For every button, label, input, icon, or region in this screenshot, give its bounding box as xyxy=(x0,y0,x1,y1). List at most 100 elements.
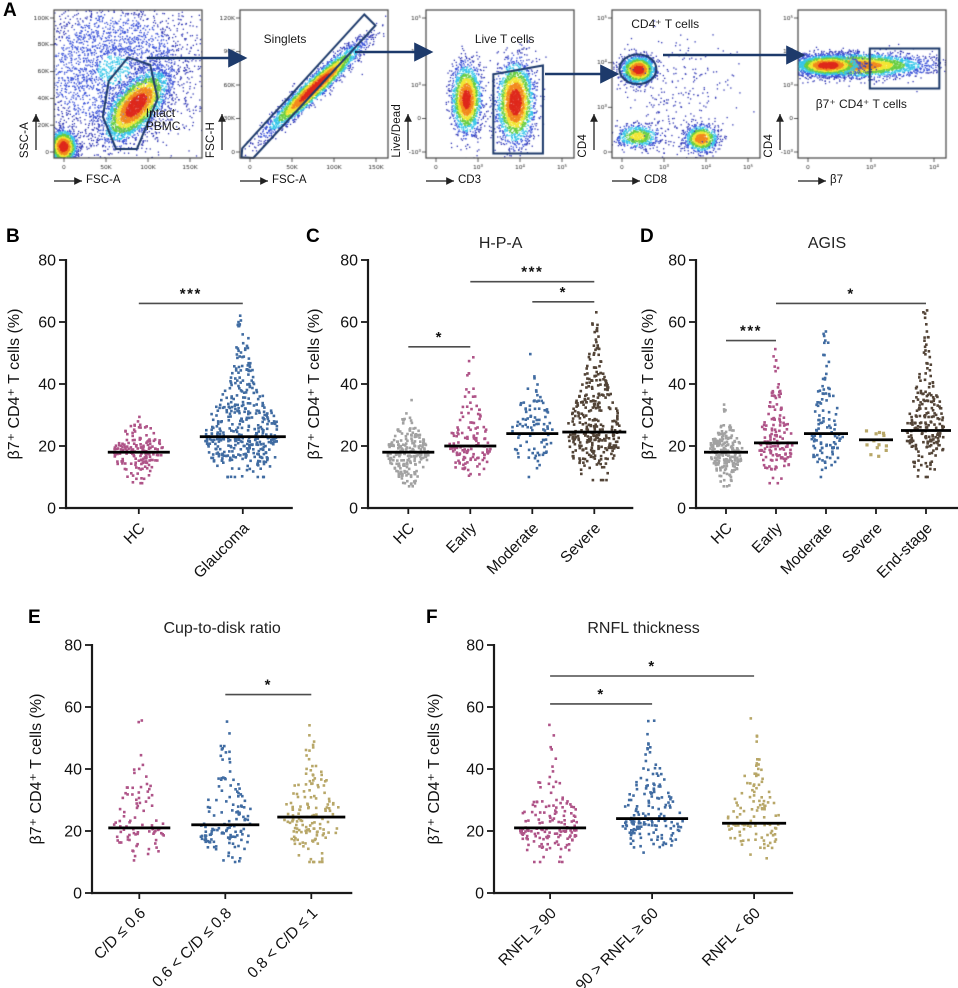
flow-y-axis-label: FSC-H xyxy=(205,121,217,158)
y-tick-label: 0 xyxy=(349,501,358,518)
flow-density-canvas-cd4-t-cells xyxy=(592,6,764,176)
group-label-1: HC xyxy=(708,520,736,548)
chart-title: AGIS xyxy=(808,235,846,252)
panel-e: E Cup-to-disk ratio β7⁺ CD4⁺ T cells (%) 0 2… xyxy=(24,605,364,988)
y-tick-label: 20 xyxy=(668,439,686,456)
y-tick-label: 80 xyxy=(340,253,358,270)
median-line-3 xyxy=(722,821,787,825)
group-label-2: Early xyxy=(443,520,480,557)
y-tick-label: 80 xyxy=(38,253,56,270)
chart-title: H-P-A xyxy=(479,235,523,252)
panel-f-label: F xyxy=(426,607,438,628)
significance-stars-2: * xyxy=(648,658,655,675)
median-line-2 xyxy=(754,441,798,445)
panel-d: D AGIS β7⁺ CD4⁺ T cells (%) 0 20 40 60 80 HC Earl… xyxy=(636,224,958,587)
group-label-1: HC xyxy=(390,520,418,548)
beeswarm-points-2 xyxy=(758,347,794,485)
flow-y-axis-label: Live/Dead xyxy=(391,104,403,158)
significance-stars-1: *** xyxy=(180,285,202,302)
beeswarm-chart-f: RNFL thickness β7⁺ CD4⁺ T cells (%) 0 20 40 6… xyxy=(426,620,794,988)
beeswarm-points-1 xyxy=(519,723,578,864)
beeswarm-points-1 xyxy=(112,719,165,862)
significance-stars-3: * xyxy=(560,284,567,301)
beeswarm-points-3 xyxy=(726,717,780,860)
beeswarm-points-2 xyxy=(199,720,252,864)
scatter-row-bottom: E Cup-to-disk ratio β7⁺ CD4⁺ T cells (%) 0 2… xyxy=(0,587,958,988)
y-tick-label: 60 xyxy=(668,315,686,332)
beeswarm-chart-b: β7⁺ CD4⁺ T cells (%) 0 20 40 60 80 HC Glaucoma *… xyxy=(6,253,293,582)
beeswarm-points-1 xyxy=(708,403,744,488)
y-tick-label: 0 xyxy=(475,886,484,903)
y-tick-label: 40 xyxy=(340,377,358,394)
group-label-2: Early xyxy=(749,520,786,557)
beeswarm-points-3 xyxy=(810,330,844,479)
gate-label-cd4-t-cells: CD4⁺ T cells xyxy=(631,16,700,31)
beeswarm-points-2 xyxy=(204,314,281,479)
median-line-5 xyxy=(901,429,951,432)
flow-density-canvas-singlets xyxy=(220,6,392,176)
group-label-1: C/D ≤ 0.6 xyxy=(91,905,149,963)
y-axis-title: β7⁺ CD4⁺ T cells (%) xyxy=(306,309,323,460)
group-label-4: Severe xyxy=(839,520,886,567)
y-tick-label: 60 xyxy=(38,315,56,332)
flow-density-canvas-b7-cd4-t-cells xyxy=(778,6,950,176)
beeswarm-points-1 xyxy=(386,398,431,488)
y-axis-title: β7⁺ CD4⁺ T cells (%) xyxy=(28,694,45,845)
panel-a-label: A xyxy=(3,0,17,21)
beeswarm-points-1 xyxy=(113,415,164,485)
y-tick-label: 20 xyxy=(466,824,484,841)
y-tick-label: 40 xyxy=(668,377,686,394)
flow-y-axis-label: CD4 xyxy=(763,134,775,158)
panel-c: C H-P-A β7⁺ CD4⁺ T cells (%) 0 20 40 60 80 HC Ear… xyxy=(302,224,636,587)
group-label-5: End-stage xyxy=(874,520,936,582)
beeswarm-chart-d: AGIS β7⁺ CD4⁺ T cells (%) 0 20 40 60 80 HC Early… xyxy=(640,235,958,582)
median-line-4 xyxy=(562,430,627,434)
beeswarm-points-2 xyxy=(448,356,492,477)
gate-label-b7-cd4-t-cells: β7⁺ CD4⁺ T cells xyxy=(815,96,907,111)
median-line-4 xyxy=(859,438,893,442)
y-tick-label: 20 xyxy=(38,439,56,456)
y-tick-label: 20 xyxy=(64,824,82,841)
flow-x-axis-label: FSC-A xyxy=(86,174,121,186)
flow-density-canvas-live-t-cells xyxy=(406,6,578,176)
y-tick-label: 60 xyxy=(340,315,358,332)
group-label-3: Moderate xyxy=(484,520,542,578)
median-line-3 xyxy=(277,815,346,819)
y-tick-label: 40 xyxy=(64,762,82,779)
flow-density-canvas-intact-pbmc xyxy=(34,6,206,176)
panel-a: A SSC-A FSC-A Intact PBMC FSC-H FSC-A Singlet… xyxy=(0,0,958,212)
beeswarm-chart-e: Cup-to-disk ratio β7⁺ CD4⁺ T cells (%) 0 20… xyxy=(28,620,353,988)
panel-d-label: D xyxy=(640,226,654,247)
panel-e-label: E xyxy=(28,607,41,628)
y-tick-label: 0 xyxy=(677,501,686,518)
flow-plot-singlets: FSC-H FSC-A Singlets xyxy=(205,0,392,200)
beeswarm-chart-c: H-P-A β7⁺ CD4⁺ T cells (%) 0 20 40 60 80 HC Earl… xyxy=(306,235,634,578)
panel-f: F RNFL thickness β7⁺ CD4⁺ T cells (%) 0 20 40… xyxy=(422,605,822,988)
gate-label-singlets: Singlets xyxy=(263,31,307,46)
median-line-1 xyxy=(514,826,587,830)
group-label-3: 0.8 < C/D ≤ 1 xyxy=(244,905,321,982)
group-label-3: RNFL < 60 xyxy=(699,905,764,970)
significance-stars-1: *** xyxy=(740,323,762,340)
group-label-2: 90 > RNFL ≥ 60 xyxy=(573,905,662,988)
chart-title: Cup-to-disk ratio xyxy=(163,620,280,637)
beeswarm-points-4 xyxy=(567,311,622,482)
median-line-2 xyxy=(444,444,497,448)
gate-label-intact-pbmc: Intact PBMC xyxy=(145,105,181,133)
y-axis-title: β7⁺ CD4⁺ T cells (%) xyxy=(426,694,443,845)
median-line-2 xyxy=(199,435,286,439)
flow-x-axis-label: CD8 xyxy=(644,174,668,186)
y-tick-label: 80 xyxy=(668,253,686,270)
gate-label-live-t-cells: Live T cells xyxy=(474,31,535,46)
group-label-2: Glaucoma xyxy=(191,520,253,582)
median-line-1 xyxy=(108,826,171,830)
y-axis-title: β7⁺ CD4⁺ T cells (%) xyxy=(6,309,23,460)
panel-b-label: B xyxy=(6,226,20,247)
y-tick-label: 40 xyxy=(38,377,56,394)
beeswarm-points-2 xyxy=(621,719,684,854)
median-line-2 xyxy=(616,817,689,820)
median-line-2 xyxy=(191,823,260,827)
flow-x-axis-label: CD3 xyxy=(458,174,482,186)
flow-plot-cd4-t-cells: CD4 CD8 CD4⁺ T cells xyxy=(577,0,764,200)
